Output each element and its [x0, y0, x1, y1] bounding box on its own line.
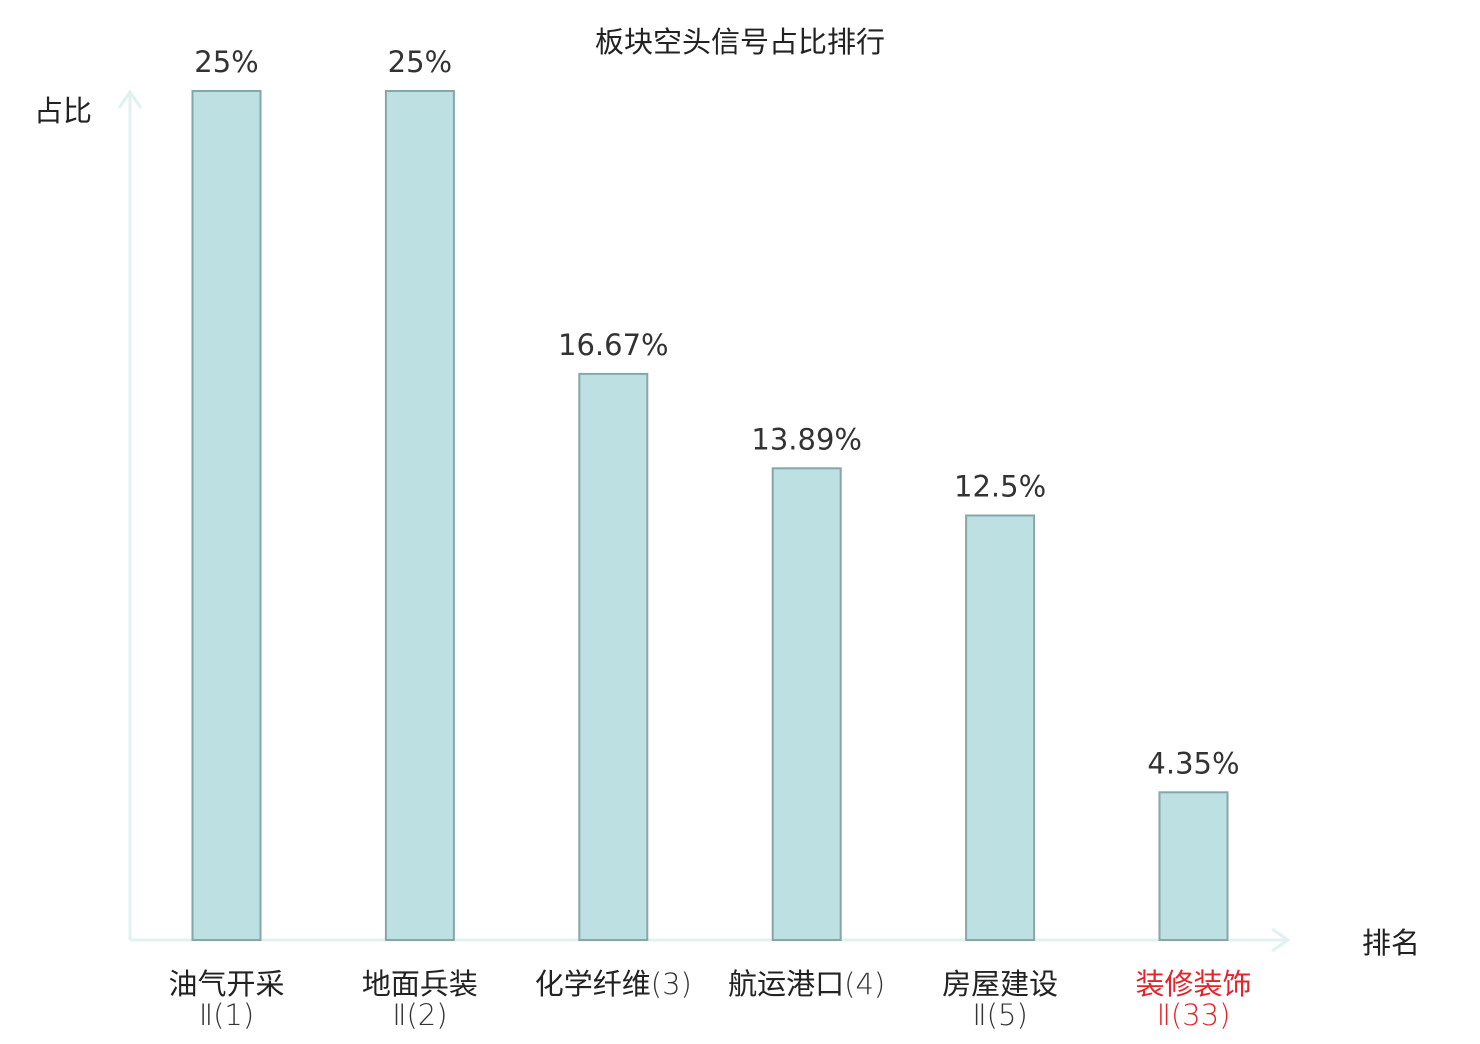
value-label-5: 12.5%: [954, 470, 1046, 504]
bar-4: [771, 467, 842, 941]
bar-5: [965, 514, 1036, 941]
category-name-2: 地面兵装: [362, 967, 478, 1001]
x-axis-label: 排名: [1362, 926, 1420, 960]
category-name-1: 油气开采: [168, 967, 284, 1001]
value-label-2: 25%: [388, 45, 452, 79]
category-rank-2: Ⅱ(2): [392, 998, 447, 1032]
y-axis-arrow: [117, 89, 143, 109]
bars-layer: [191, 90, 1229, 941]
category-name-4: 航运港口: [728, 967, 844, 1001]
category-rank-6: Ⅱ(33): [1157, 998, 1231, 1032]
chart-title: 板块空头信号占比排行: [595, 25, 885, 59]
bar-1: [191, 90, 262, 941]
category-label-4: 航运港口(4): [728, 967, 885, 1001]
bar-6: [1158, 791, 1229, 941]
axes: [117, 89, 1291, 953]
value-label-3: 16.67%: [558, 328, 669, 362]
category-name-3: 化学纤维: [535, 967, 651, 1001]
value-label-6: 4.35%: [1147, 746, 1239, 780]
value-labels-layer: 25% 25% 16.67% 13.89% 12.5% 4.35%: [194, 45, 1239, 780]
category-name-6: 装修装饰: [1135, 967, 1251, 1001]
category-label-3: 化学纤维(3): [535, 967, 692, 1001]
category-rank-1: Ⅱ(1): [199, 998, 254, 1032]
category-rank-5: Ⅱ(5): [972, 998, 1027, 1032]
y-axis-label: 占比: [34, 94, 92, 128]
x-axis-arrow: [1271, 927, 1291, 953]
value-label-1: 25%: [194, 45, 258, 79]
category-rank-3: (3): [651, 967, 692, 1001]
value-label-4: 13.89%: [751, 422, 862, 456]
category-name-5: 房屋建设: [942, 967, 1058, 1001]
category-rank-4: (4): [844, 967, 885, 1001]
bar-3: [578, 372, 649, 941]
bar-2: [384, 90, 455, 941]
